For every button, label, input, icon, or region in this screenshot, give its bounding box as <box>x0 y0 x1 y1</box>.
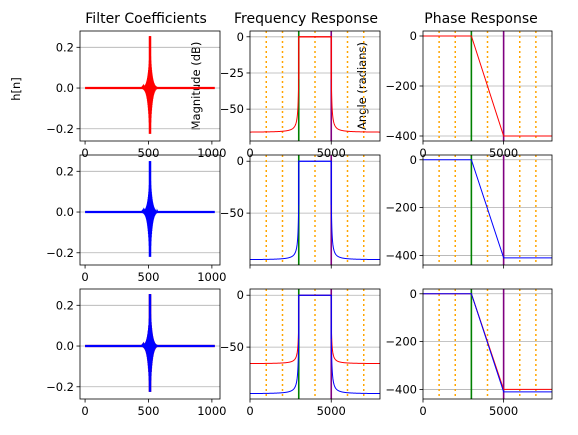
magnitude-passband <box>298 36 332 80</box>
x-tick-label: 0 <box>419 146 426 160</box>
y-tick-label: 0.2 <box>56 298 74 312</box>
plot-area <box>80 294 220 392</box>
axes-frame <box>79 30 221 142</box>
ylabel-angle: Angle (radians) <box>355 42 369 130</box>
y-tick-label: 0 <box>237 30 244 44</box>
y-tick-label: 0.0 <box>56 339 74 353</box>
y-tick-label: −200 <box>385 335 417 349</box>
y-tick-label: 0.2 <box>56 164 74 178</box>
axes-frame <box>79 154 221 266</box>
y-tick-label: 0.0 <box>56 205 74 219</box>
x-tick-label: 5000 <box>489 146 518 160</box>
y-tick-label: −50 <box>220 102 244 116</box>
x-tick-label: 500 <box>138 270 160 284</box>
y-tick-label: 0 <box>237 154 244 168</box>
plot-area <box>423 289 552 399</box>
magnitude-left <box>250 79 300 133</box>
y-tick-label: −200 <box>385 201 417 215</box>
x-tick-label: 0 <box>81 404 88 418</box>
y-tick-label: 0 <box>410 287 417 301</box>
x-tick-label: 5000 <box>317 146 346 160</box>
x-tick-label: 0 <box>246 404 253 418</box>
magnitude-passband <box>298 160 332 206</box>
axes-frame <box>249 288 381 400</box>
y-tick-label: −200 <box>385 79 417 93</box>
y-tick-label: 0 <box>410 29 417 43</box>
panel-magnitude-row-1: 0 5000 0 −25 −50 <box>220 30 381 160</box>
ylabel-magnitude: Magnitude (dB) <box>189 42 203 131</box>
panel-coefficients-row-3: 0 500 1000 −0.2 0.0 0.2 <box>46 288 227 418</box>
y-tick-label: −400 <box>385 382 417 396</box>
y-tick-label: −0.2 <box>46 122 74 136</box>
x-tick-label: 0 <box>81 146 88 160</box>
x-tick-label: 5000 <box>489 404 518 418</box>
panel-magnitude-row-3: 0 5000 0 −50 <box>220 288 381 418</box>
panel-phase-row-2: 0 −200 −400 <box>385 153 553 269</box>
x-tick-label: 0 <box>419 404 426 418</box>
phase-line <box>423 293 552 393</box>
axes-frame <box>249 30 381 142</box>
magnitude-right <box>330 79 380 133</box>
title-frequency-response: Frequency Response <box>234 11 378 27</box>
y-tick-label: 0 <box>237 288 244 302</box>
x-tick-label: 5000 <box>317 404 346 418</box>
y-tick-label: −0.2 <box>46 380 74 394</box>
magnitude-left <box>250 325 300 365</box>
x-tick-label: 1000 <box>197 146 226 160</box>
y-tick-label: −400 <box>385 248 417 262</box>
title-phase-response: Phase Response <box>424 11 538 27</box>
panel-magnitude-row-2: 0 −50 <box>220 154 381 269</box>
plot-area <box>423 31 552 141</box>
magnitude-right <box>330 325 380 365</box>
plot-area <box>423 155 552 265</box>
magnitude-right <box>330 339 380 395</box>
x-tick-label: 500 <box>138 404 160 418</box>
y-tick-label: 0.2 <box>56 40 74 54</box>
plot-area <box>80 161 220 257</box>
y-tick-label: 0.0 <box>56 81 74 95</box>
axes-frame <box>79 288 221 400</box>
x-tick-label: 0 <box>81 270 88 284</box>
panel-coefficients-row-1: 0 500 1000 −0.2 0.0 0.2 <box>46 30 227 160</box>
x-tick-label: 0 <box>246 146 253 160</box>
plot-area <box>250 289 380 399</box>
x-tick-label: 1000 <box>197 404 226 418</box>
magnitude-left <box>250 205 300 261</box>
y-tick-label: −25 <box>220 66 244 80</box>
axes-frame <box>249 154 381 266</box>
magnitude-left <box>250 339 300 395</box>
y-tick-label: −50 <box>220 206 244 220</box>
panel-phase-row-3: 0 5000 0 −200 −400 <box>385 287 553 418</box>
y-tick-label: −400 <box>385 129 417 143</box>
x-tick-label: 500 <box>138 146 160 160</box>
plot-area <box>250 31 380 141</box>
panel-coefficients-row-2: 0 500 1000 −0.2 0.0 0.2 <box>46 154 227 284</box>
plot-area <box>80 36 220 134</box>
title-filter-coefficients: Filter Coefficients <box>85 11 206 27</box>
y-tick-label: −0.2 <box>46 246 74 260</box>
y-tick-label: −50 <box>220 340 244 354</box>
x-tick-label: 1000 <box>197 270 226 284</box>
phase-line <box>423 159 552 259</box>
magnitude-right <box>330 205 380 261</box>
ylabel-coefficients: h[n] <box>9 77 23 101</box>
panel-phase-row-1: 0 5000 0 −200 −400 <box>385 29 553 160</box>
magnitude-passband <box>298 294 332 340</box>
axes-frame <box>422 288 553 400</box>
phase-line <box>423 35 552 137</box>
y-tick-label: 0 <box>410 153 417 167</box>
axes-frame <box>422 154 553 266</box>
plot-area <box>250 155 380 265</box>
